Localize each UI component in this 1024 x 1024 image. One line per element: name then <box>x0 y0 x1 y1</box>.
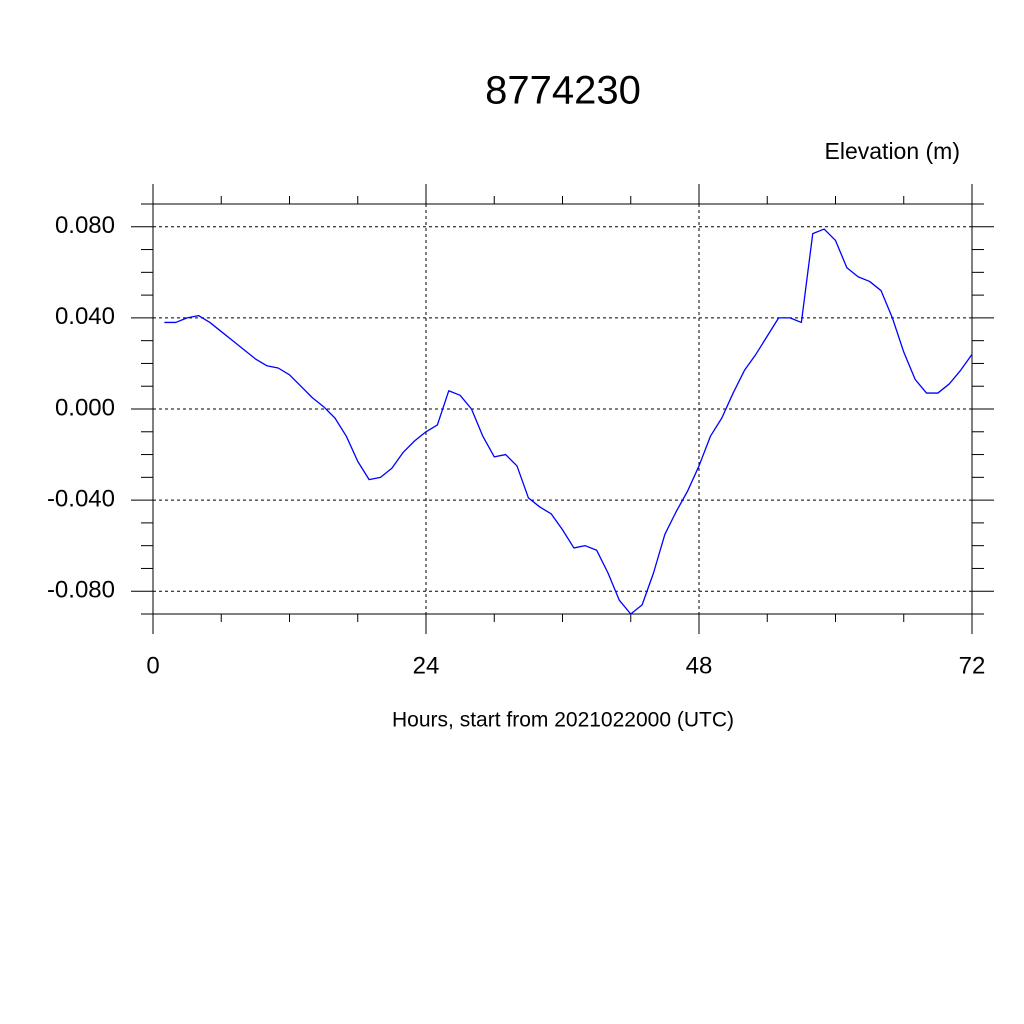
y-tick-label: 0.000 <box>55 394 115 421</box>
y-tick-label: -0.080 <box>47 577 115 604</box>
data-line <box>164 228 973 615</box>
x-axis-label: Hours, start from 2021022000 (UTC) <box>392 709 734 732</box>
y-axis-label: Elevation (m) <box>825 138 960 164</box>
y-tick-label: 0.040 <box>55 303 115 330</box>
x-tick-label: 72 <box>959 652 986 679</box>
chart-title: 8774230 <box>485 69 641 113</box>
x-tick-label: 48 <box>686 652 713 679</box>
x-tick-label: 0 <box>146 652 159 679</box>
y-tick-label: -0.040 <box>47 485 115 512</box>
x-tick-label: 24 <box>413 652 440 679</box>
y-tick-label: 0.080 <box>55 212 115 239</box>
